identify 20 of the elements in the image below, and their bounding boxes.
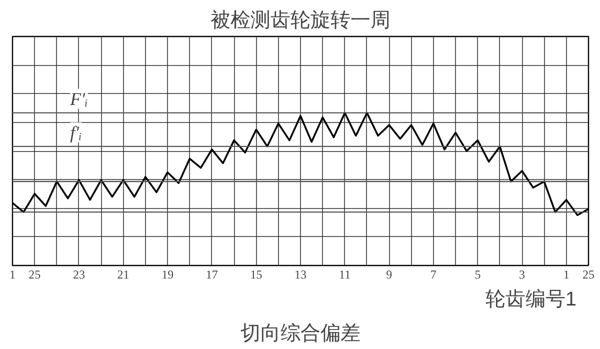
x-tick-label: 17 [206,268,218,282]
x-tick-label: 25 [582,268,594,282]
x-tick-label: 7 [430,268,436,282]
x-tick-label: 23 [72,268,85,282]
text: 轮齿编号1 [485,288,576,310]
x-tick-label: 1 [563,268,570,282]
x-tick-label: 21 [117,268,130,282]
x-tick-label: 25 [28,268,41,282]
ref-line-label: F′ᵢ [69,88,88,109]
text: 切向综合偏差 [240,322,360,344]
x-tick-label: 1 [10,268,16,282]
x-tick-label: 13 [294,268,306,282]
chart-title: 被检测齿轮旋转一周 [210,8,390,32]
x-tick-label: 15 [250,268,262,282]
x-tick-label: 9 [386,268,392,282]
x-tick-label: 3 [519,268,526,282]
x-tick-label: 11 [339,268,351,282]
ref-line-label: f′ᵢ [70,122,82,142]
x-tick-label: 19 [162,268,174,282]
x-tick-label: 5 [474,268,481,282]
